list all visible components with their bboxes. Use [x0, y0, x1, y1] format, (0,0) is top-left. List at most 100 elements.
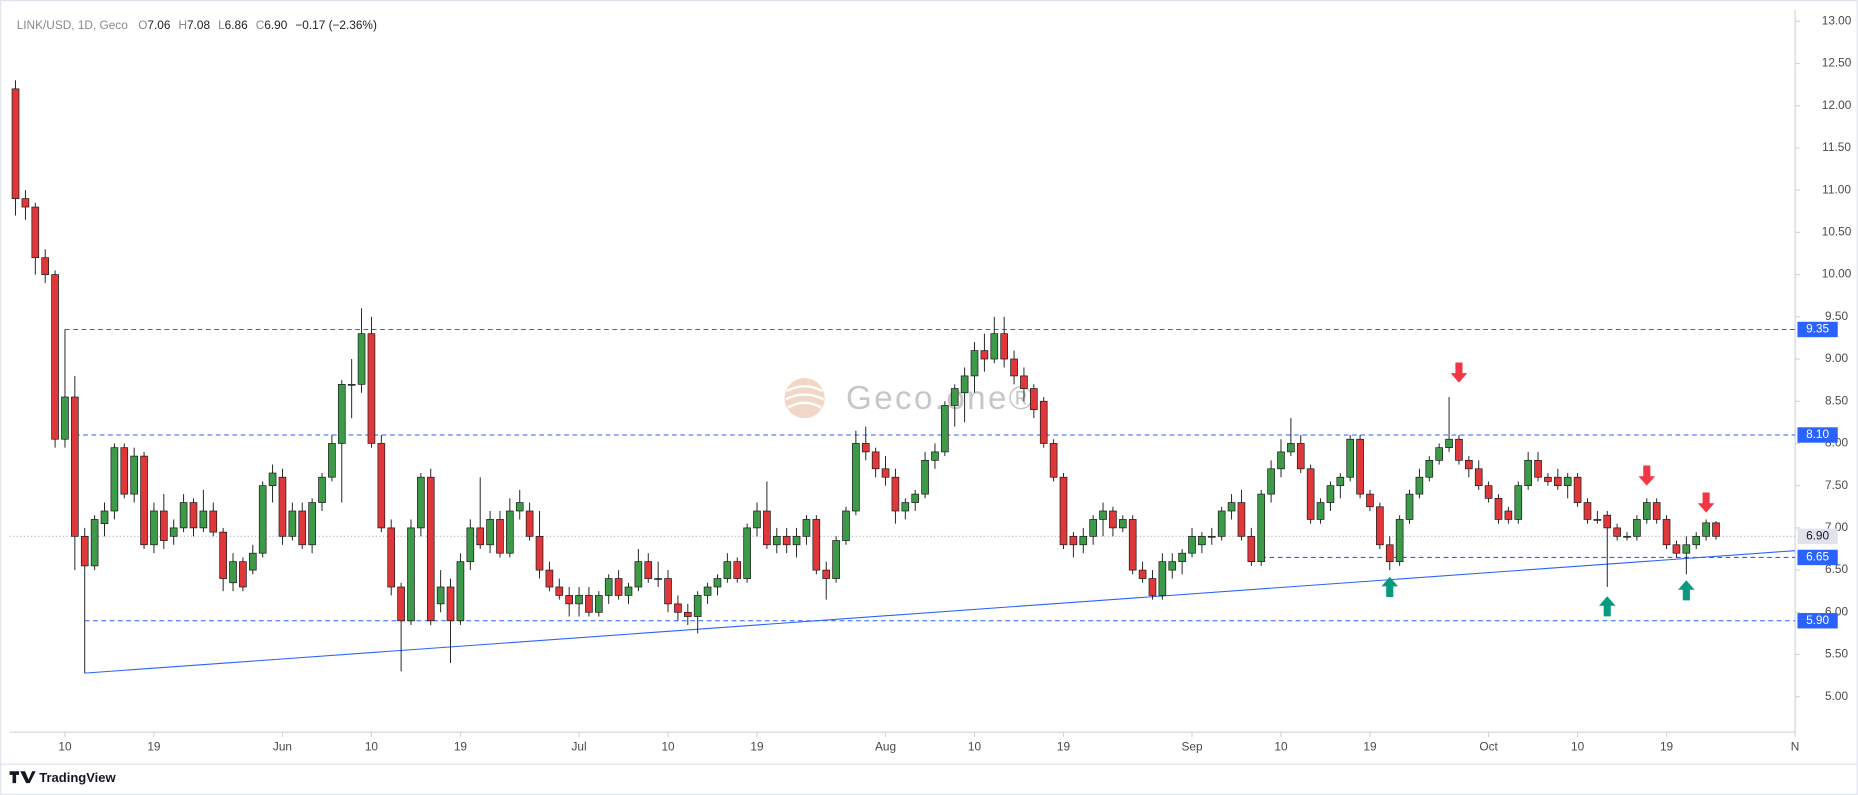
- candle-body: [1296, 443, 1305, 470]
- y-tick-label: 7.50: [1825, 478, 1848, 492]
- x-tick-label: 19: [750, 740, 764, 754]
- candle-body: [1158, 561, 1167, 596]
- candle-body: [1415, 476, 1424, 495]
- field-value: 7.06: [147, 18, 170, 32]
- candle-body: [337, 383, 346, 444]
- level-label-box: [1797, 321, 1838, 338]
- footer-text: TradingView: [39, 770, 116, 785]
- x-tick-label: 19: [1363, 740, 1377, 754]
- candle-body: [1227, 502, 1236, 512]
- arrow-up: [1381, 576, 1399, 597]
- candle-body: [802, 519, 811, 537]
- price-label-box: [1797, 528, 1838, 545]
- candle-body: [1217, 510, 1226, 537]
- candle-body: [1366, 493, 1374, 508]
- candle-body: [1059, 476, 1068, 546]
- candle-body: [1544, 476, 1552, 482]
- x-tick-label: 10: [968, 740, 982, 754]
- arrow-down: [1638, 465, 1656, 486]
- candle-body: [258, 485, 267, 554]
- candle-body: [990, 333, 999, 360]
- candle-body: [397, 586, 405, 622]
- candle-body: [1148, 578, 1157, 596]
- field-value: 6.90: [264, 18, 287, 32]
- candle-body: [852, 443, 860, 512]
- candle-body: [407, 527, 415, 622]
- candle-body: [1593, 519, 1602, 521]
- footer-logo: [9, 771, 36, 784]
- candle-body: [219, 531, 227, 579]
- candle-body: [466, 527, 475, 563]
- x-tick-label: Aug: [875, 740, 896, 754]
- candle-body: [1178, 552, 1186, 563]
- candle-body: [1682, 544, 1691, 554]
- candle-body: [753, 510, 761, 529]
- candle-body: [960, 375, 969, 394]
- candle-body: [486, 519, 494, 546]
- field-key: O: [138, 18, 147, 32]
- watermark-text: Geco.one®: [846, 380, 1036, 417]
- candle-body: [328, 443, 336, 478]
- candle-body: [417, 476, 425, 529]
- y-tick-label: 10.50: [1822, 225, 1852, 239]
- candle-body: [41, 257, 50, 275]
- level-label-box: [1797, 549, 1838, 566]
- header: LINK/USD, 1D, Geco O7.06 H7.08 L6.86 C6.…: [17, 18, 377, 32]
- candle-body: [683, 611, 692, 617]
- candle-body: [51, 274, 59, 440]
- candle-body: [1030, 388, 1038, 411]
- candle-body: [1168, 561, 1177, 571]
- candle-body: [1385, 544, 1394, 563]
- x-tick-label: 10: [1571, 740, 1585, 754]
- candle-body: [189, 502, 198, 529]
- candle-body: [1465, 459, 1473, 470]
- candle-body: [80, 535, 89, 567]
- candle-body: [555, 586, 564, 596]
- candle-body: [1020, 375, 1028, 389]
- candle-body: [1563, 476, 1572, 487]
- y-tick-label: 11.00: [1822, 182, 1851, 196]
- candle-body: [456, 561, 465, 622]
- candle-body: [387, 527, 396, 588]
- candle-body: [822, 569, 831, 579]
- y-tick-label: 5.00: [1825, 689, 1848, 703]
- y-tick-label: 5.50: [1825, 647, 1848, 661]
- candle-body: [565, 595, 573, 605]
- candle-body: [209, 510, 218, 533]
- candle-body: [248, 552, 257, 571]
- level-label: 8.10: [1806, 427, 1829, 441]
- candle-body: [911, 493, 920, 503]
- candle-body: [110, 447, 119, 512]
- x-tick-label: 19: [147, 740, 161, 754]
- watermark-logo-stripes: [785, 385, 825, 409]
- candle-body: [624, 586, 633, 596]
- candle-body: [11, 88, 20, 199]
- candle-body: [693, 595, 702, 617]
- candle-body: [1188, 535, 1196, 554]
- candle-body: [1079, 535, 1088, 546]
- candle-body: [812, 519, 821, 571]
- candle-body: [921, 459, 929, 495]
- candle-body: [90, 519, 99, 567]
- candle-body: [1455, 438, 1463, 461]
- candle-body: [713, 578, 722, 588]
- candle-body: [634, 561, 643, 588]
- level-label-box: [1797, 427, 1838, 443]
- candle-body: [1326, 485, 1335, 503]
- candle-body: [842, 510, 850, 541]
- candle-body: [723, 561, 732, 579]
- x-tick-label: Jun: [273, 740, 292, 754]
- candle-body: [891, 476, 900, 512]
- candle-body: [357, 333, 366, 385]
- candle-body: [614, 578, 623, 596]
- candle-body: [1504, 510, 1513, 520]
- candle-body: [1376, 506, 1384, 546]
- x-tick-label: Oct: [1479, 740, 1498, 754]
- candle-body: [1435, 447, 1443, 461]
- candle-body: [1712, 522, 1720, 537]
- level-label: 9.35: [1806, 322, 1829, 336]
- candle-body: [654, 578, 662, 580]
- candle-body: [1069, 535, 1078, 546]
- candle-body: [1118, 519, 1127, 529]
